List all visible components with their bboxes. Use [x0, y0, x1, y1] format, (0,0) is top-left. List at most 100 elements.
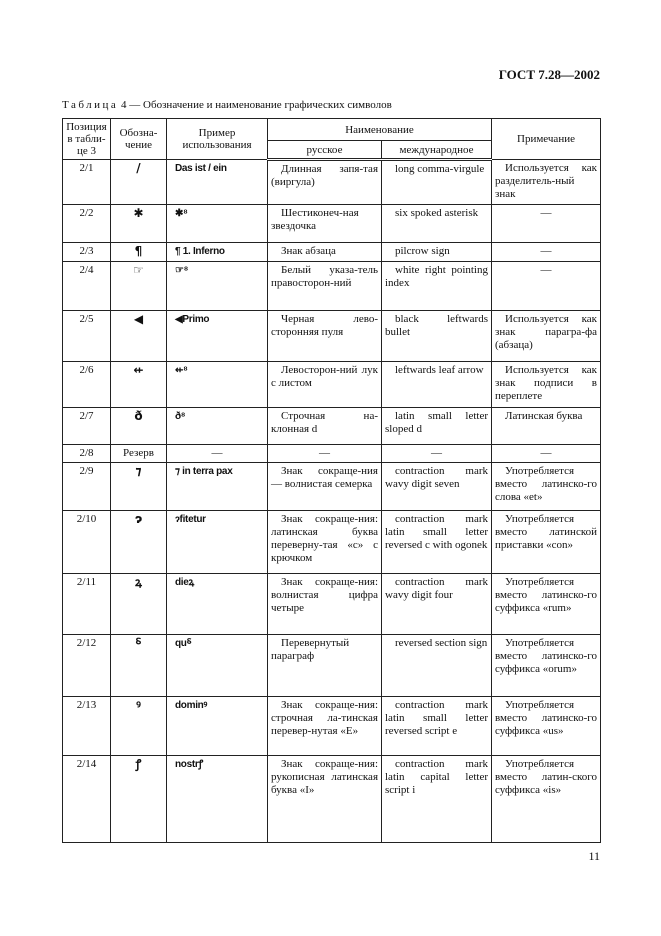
symbols-table: Позиция в табли-це 3 Обозна-чение Пример…	[62, 118, 601, 843]
cell-note: —	[491, 444, 601, 463]
table-row: 2/14 ꝭ nostrꝭ Знак сокраще-ния: рукописная …	[62, 755, 601, 843]
document-id: ГОСТ 7.28—2002	[498, 67, 600, 82]
cell-note: Латинская буква	[491, 407, 601, 445]
table-row: 2/9 ⁊ ⁊ in terra pax Знак сокраще-ния — вол…	[62, 462, 601, 511]
cell-position: 2/14	[62, 755, 111, 843]
cell-position: 2/10	[62, 510, 111, 574]
cell-russian: Левосторон-ний лук с листом	[267, 361, 382, 408]
cell-position: 2/4	[62, 261, 111, 311]
table-caption-text: 4 — Обозначение и наименование графическ…	[118, 99, 392, 111]
table-row: 2/5 ◀ ◀Primo Черная лево-сторонняя пуля blac…	[62, 310, 601, 362]
page-number: 11	[588, 849, 600, 863]
cell-international: contraction mark latin capital letter sc…	[381, 755, 492, 843]
cell-position: 2/3	[62, 242, 111, 262]
cell-symbol: ⸹	[110, 634, 167, 697]
cell-russian: Длинная запя-тая (виргула)	[267, 159, 382, 205]
cell-russian: Шестиконеч-ная звездочка	[267, 204, 382, 243]
table-caption: Таблица 4 — Обозначение и наименование г…	[62, 99, 392, 111]
table-row: 2/4 ☞ ☞⁸ Белый указа-тель правосторон-ний wh…	[62, 261, 601, 311]
cell-russian: Белый указа-тель правосторон-ний	[267, 261, 382, 311]
cell-symbol: ⇷	[110, 361, 167, 408]
table-caption-label: Таблица	[62, 99, 119, 111]
cell-international: contraction mark wavy digit four	[381, 573, 492, 635]
cell-international: contraction mark latin small letter reve…	[381, 696, 492, 756]
cell-international: contraction mark latin small letter reve…	[381, 510, 492, 574]
cell-russian: Знак сокраще-ния: строчная ла-тинская пе…	[267, 696, 382, 756]
table-row: 2/6 ⇷ ⇷⁸ Левосторон-ний лук с листом leftwar…	[62, 361, 601, 408]
cell-international: long comma-virgule	[381, 159, 492, 205]
cell-russian: Знак абзаца	[267, 242, 382, 262]
table-row: 2/1/Das ist / ein Длинная запя-тая (виргу…	[62, 159, 601, 205]
cell-note: —	[491, 204, 601, 243]
cell-symbol: /	[110, 159, 167, 205]
cell-symbol: ☞	[110, 261, 167, 311]
cell-note: Используется как знак парагра-фа (абзаца…	[491, 310, 601, 362]
cell-note: Употребляется вместо латинско-го суффикс…	[491, 634, 601, 697]
cell-position: 2/9	[62, 462, 111, 511]
table-row: 2/10 ɂ ɂfitetur Знак сокраще-ния: латинская…	[62, 510, 601, 574]
table-row: 2/8 Резерв — — — —	[62, 444, 601, 463]
cell-symbol: ð	[110, 407, 167, 445]
cell-position: 2/7	[62, 407, 111, 445]
cell-international: contraction mark wavy digit seven	[381, 462, 492, 511]
cell-international: leftwards leaf arrow	[381, 361, 492, 408]
cell-example: qu⸹	[166, 634, 268, 697]
table-row: 2/7 ð ð⁸ Строчная на-клонная d latin small l…	[62, 407, 601, 445]
cell-note: Употребляется вместо латинско-го слова «…	[491, 462, 601, 511]
header-international: международное	[381, 140, 492, 161]
cell-symbol: ꝝ	[110, 573, 167, 635]
header-example: Пример использования	[166, 118, 268, 160]
cell-russian: Строчная на-клонная d	[267, 407, 382, 445]
cell-russian: Знак сокраще-ния: латинская буква переве…	[267, 510, 382, 574]
cell-example: ✱⁸	[166, 204, 268, 243]
cell-note: Употребляется вместо латинской приставки…	[491, 510, 601, 574]
cell-position: 2/2	[62, 204, 111, 243]
header-note: Примечание	[491, 118, 601, 160]
cell-symbol: ¶	[110, 242, 167, 262]
cell-example: Das ist / ein	[166, 159, 268, 205]
cell-russian: —	[267, 444, 382, 463]
cell-international: reversed section sign	[381, 634, 492, 697]
cell-example: nostrꝭ	[166, 755, 268, 843]
cell-position: 2/11	[62, 573, 111, 635]
cell-symbol: ꝭ	[110, 755, 167, 843]
cell-example: ¶ 1. Inferno	[166, 242, 268, 262]
cell-russian: Знак сокраще-ния: рукописная латинская б…	[267, 755, 382, 843]
cell-international: —	[381, 444, 492, 463]
cell-note: Употребляется вместо латинско-го суффикс…	[491, 573, 601, 635]
cell-position: 2/8	[62, 444, 111, 463]
header-position: Позиция в табли-це 3	[62, 118, 111, 160]
cell-symbol: Резерв	[110, 444, 167, 463]
cell-symbol: ◀	[110, 310, 167, 362]
cell-russian: Знак сокраще-ния — волнистая семерка	[267, 462, 382, 511]
cell-example: —	[166, 444, 268, 463]
cell-example: dieꝝ	[166, 573, 268, 635]
cell-international: latin small letter sloped d	[381, 407, 492, 445]
cell-international: white right pointing index	[381, 261, 492, 311]
cell-symbol: ꝰ	[110, 696, 167, 756]
cell-russian: Перевернутый параграф	[267, 634, 382, 697]
cell-example: ⁊ in terra pax	[166, 462, 268, 511]
cell-russian: Черная лево-сторонняя пуля	[267, 310, 382, 362]
table-row: 2/12 ⸹ qu⸹ Перевернутый параграф reversed se…	[62, 634, 601, 697]
cell-note: —	[491, 261, 601, 311]
cell-note: Употребляется вместо латин-ского суффикс…	[491, 755, 601, 843]
cell-note: —	[491, 242, 601, 262]
header-russian: русское	[267, 140, 382, 161]
cell-example: ð⁸	[166, 407, 268, 445]
header-symbol: Обозна-чение	[110, 118, 167, 160]
cell-example: ⇷⁸	[166, 361, 268, 408]
cell-position: 2/1	[62, 159, 111, 205]
cell-international: pilcrow sign	[381, 242, 492, 262]
table-row: 2/13 ꝰ dominꝰ Знак сокраще-ния: строчная ла…	[62, 696, 601, 756]
cell-example: dominꝰ	[166, 696, 268, 756]
cell-symbol: ⁊	[110, 462, 167, 511]
cell-russian: Знак сокраще-ния: волнистая цифра четыре	[267, 573, 382, 635]
cell-international: six spoked asterisk	[381, 204, 492, 243]
cell-example: ɂfitetur	[166, 510, 268, 574]
cell-example: ◀Primo	[166, 310, 268, 362]
cell-note: Используется как разделитель-ный знак	[491, 159, 601, 205]
cell-note: Употребляется вместо латинско-го суффикс…	[491, 696, 601, 756]
cell-note: Используется как знак подписи в переплет…	[491, 361, 601, 408]
cell-symbol: ɂ	[110, 510, 167, 574]
